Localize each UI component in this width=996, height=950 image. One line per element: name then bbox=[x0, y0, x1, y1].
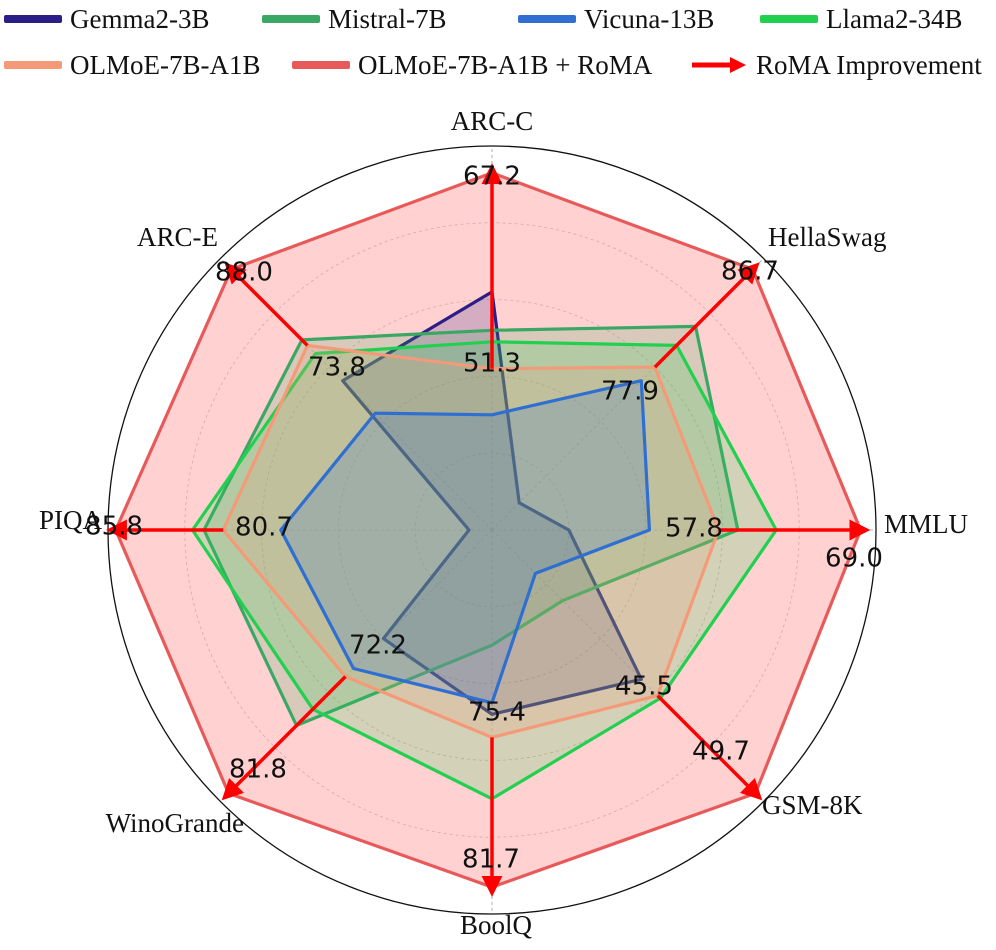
axis-label-winogrande: WinoGrande bbox=[106, 808, 244, 838]
baseline-value-label: 73.8 bbox=[308, 353, 366, 383]
legend-item-olmoe-7b-a1b-roma: OLMoE-7B-A1B + RoMA bbox=[292, 48, 652, 82]
legend-item-mistral-7b: Mistral-7B bbox=[262, 2, 447, 36]
axis-label-hellaswag: HellaSwag bbox=[768, 222, 886, 252]
legend-item-gemma2-3b: Gemma2-3B bbox=[4, 2, 209, 36]
legend-item-olmoe-7b-a1b: OLMoE-7B-A1B bbox=[4, 48, 261, 82]
series-gemma2-3b bbox=[341, 290, 643, 716]
legend-swatch bbox=[760, 15, 818, 23]
baseline-value-label: 45.5 bbox=[615, 672, 673, 702]
axis-label-arc-c: ARC-C bbox=[451, 106, 534, 136]
legend-item-llama2-34b: Llama2-34B bbox=[760, 2, 962, 36]
legend-item-roma-improvement: RoMA Improvement bbox=[690, 48, 982, 82]
series-vicuna-13b bbox=[279, 379, 652, 705]
roma-value-label: 69.0 bbox=[825, 544, 883, 574]
legend-swatch bbox=[4, 15, 62, 23]
improvement-arrow-arc-e bbox=[224, 262, 309, 347]
improvement-arrow-hellaswag bbox=[653, 262, 760, 369]
baseline-value-label: 57.8 bbox=[665, 514, 723, 544]
legend-label: Vicuna-13B bbox=[584, 3, 715, 34]
roma-value-label: 86.7 bbox=[721, 257, 779, 287]
roma-value-label: 81.7 bbox=[462, 845, 520, 875]
baseline-value-label: 75.4 bbox=[468, 698, 526, 728]
roma-value-label: 81.8 bbox=[229, 755, 287, 785]
axis-label-gsm-8k: GSM-8K bbox=[762, 790, 863, 820]
legend-label: OLMoE-7B-A1B + RoMA bbox=[358, 49, 653, 80]
axis-label-arc-e: ARC-E bbox=[137, 222, 218, 252]
legend-label: Llama2-34B bbox=[826, 3, 963, 34]
legend-label: Gemma2-3B bbox=[70, 3, 210, 34]
legend-arrow-icon bbox=[692, 57, 746, 73]
baseline-value-label: 51.3 bbox=[463, 349, 521, 379]
series-mistral-7b bbox=[202, 324, 740, 728]
roma-value-label: 85.8 bbox=[85, 512, 143, 542]
chart-legend: Gemma2-3B Mistral-7B Vicuna-13B Llama2-34B O… bbox=[0, 0, 996, 100]
axis-label-boolq: BoolQ bbox=[460, 910, 533, 940]
roma-value-label: 49.7 bbox=[692, 737, 750, 767]
axis-label-mmlu: MMLU bbox=[884, 509, 968, 539]
legend-swatch bbox=[518, 15, 576, 23]
legend-label: OLMoE-7B-A1B bbox=[70, 49, 261, 80]
improvement-arrow-gsm-8k bbox=[656, 694, 763, 801]
legend-swatch bbox=[4, 61, 62, 69]
legend-item-vicuna-13b: Vicuna-13B bbox=[518, 2, 714, 36]
baseline-value-label: 80.7 bbox=[235, 513, 293, 543]
roma-value-label: 88.0 bbox=[215, 258, 273, 288]
roma-value-label: 67.2 bbox=[463, 162, 521, 192]
baseline-value-label: 77.9 bbox=[601, 377, 659, 407]
legend-label: RoMA Improvement bbox=[756, 49, 982, 80]
baseline-value-label: 72.2 bbox=[349, 631, 407, 661]
legend-swatch bbox=[262, 15, 320, 23]
axis-label-piqa: PIQA bbox=[39, 505, 103, 535]
improvement-arrow-winogrande bbox=[221, 675, 347, 801]
legend-label: Mistral-7B bbox=[328, 3, 447, 34]
legend-swatch bbox=[292, 61, 350, 69]
